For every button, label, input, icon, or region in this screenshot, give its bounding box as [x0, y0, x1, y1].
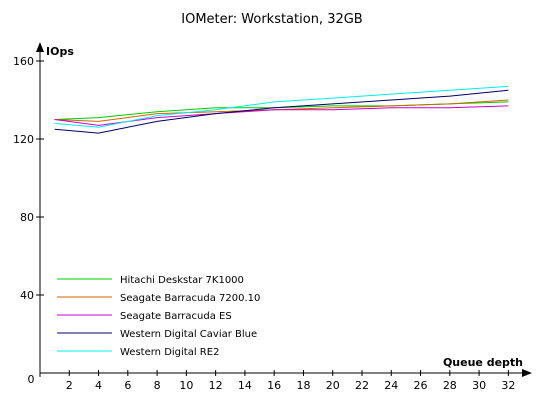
- legend-label: Western Digital RE2: [120, 347, 219, 358]
- x-tick-label: 2: [66, 379, 73, 392]
- series-line-3: [54, 105, 509, 126]
- y-tick-label: 40: [20, 289, 34, 302]
- legend-label: Seagate Barracuda ES: [120, 311, 232, 322]
- legend-label: Western Digital Caviar Blue: [120, 329, 257, 340]
- legend-label: Seagate Barracuda 7200.10: [120, 293, 260, 304]
- legend: Hitachi Deskstar 7K1000 Seagate Barracuda…: [57, 275, 260, 358]
- x-tick-label: 8: [154, 379, 161, 392]
- y-tick-label: 80: [20, 211, 34, 224]
- x-tick-label: 26: [414, 379, 428, 392]
- x-tick-label: 24: [384, 379, 398, 392]
- chart-title: IOMeter: Workstation, 32GB: [181, 12, 362, 27]
- series-line-5: [54, 85, 509, 128]
- x-tick-label: 28: [443, 379, 457, 392]
- x-tick-label: 18: [296, 379, 310, 392]
- axes: [36, 42, 532, 377]
- origin-label: 0: [28, 373, 35, 386]
- y-tick-label: 160: [13, 55, 34, 68]
- series-line-2: [54, 99, 509, 122]
- y-ticks: 40 80 120 160: [13, 55, 44, 302]
- series-lines: [54, 85, 509, 134]
- x-axis-label: Queue depth: [443, 356, 523, 369]
- x-tick-label: 4: [95, 379, 102, 392]
- x-tick-label: 16: [267, 379, 281, 392]
- x-tick-label: 22: [355, 379, 369, 392]
- x-tick-label: 30: [472, 379, 486, 392]
- x-tick-label: 20: [326, 379, 340, 392]
- x-ticks: 2 4 6 8 10 12 14 16 18 20 22 24 26 28 30 32: [66, 370, 515, 392]
- x-tick-label: 14: [238, 379, 252, 392]
- series-line-4: [54, 89, 509, 134]
- x-tick-label: 6: [124, 379, 131, 392]
- y-axis-label: IOps: [46, 45, 74, 58]
- x-tick-label: 12: [209, 379, 223, 392]
- legend-label: Hitachi Deskstar 7K1000: [120, 275, 244, 286]
- x-tick-label: 32: [501, 379, 515, 392]
- y-axis-arrow: [36, 42, 44, 52]
- x-tick-label: 10: [179, 379, 193, 392]
- y-tick-label: 120: [13, 133, 34, 146]
- x-axis-arrow: [522, 369, 532, 377]
